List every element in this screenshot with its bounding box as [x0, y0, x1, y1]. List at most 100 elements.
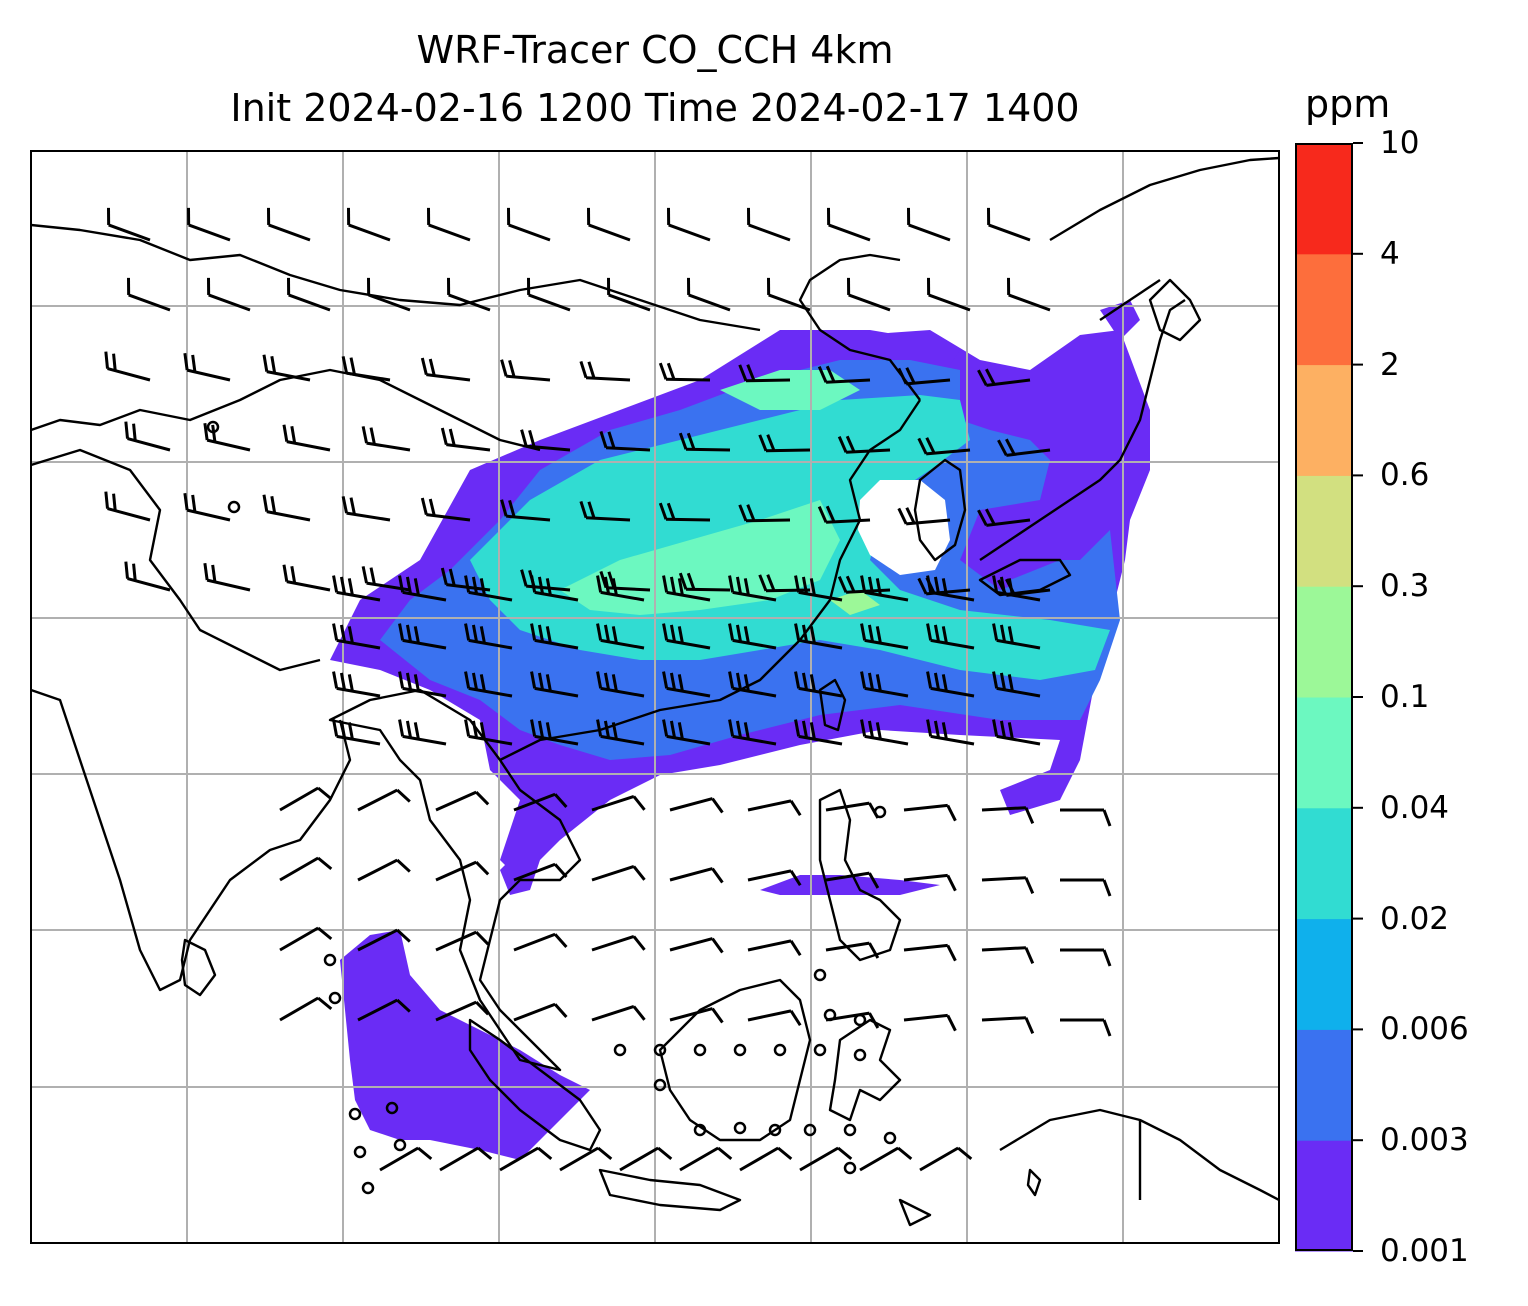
- wind-barb-flag: [992, 575, 999, 593]
- wind-barb-flag: [933, 672, 941, 691]
- wind-barb-staff: [903, 1013, 948, 1022]
- wind-barb-flag: [405, 672, 413, 691]
- wind-barb-flag: [1102, 1019, 1112, 1037]
- wind-barb-flag: [413, 578, 420, 596]
- calm-wind-marker: [653, 1043, 667, 1057]
- wind-barb-flag: [464, 719, 471, 737]
- wind-barb-flag: [347, 722, 354, 740]
- wind-barb-flag: [809, 578, 816, 596]
- plot-title-line-1: WRF-Tracer CO_CCH 4km: [416, 28, 894, 72]
- wind-barb: [366, 277, 411, 312]
- wind-barb-flag: [270, 496, 277, 514]
- wind-barb-flag: [520, 569, 528, 587]
- wind-barb-flag: [837, 1146, 853, 1161]
- coastline-segment: [31, 368, 541, 452]
- calm-wind-marker: [733, 1043, 747, 1057]
- calm-wind-marker: [323, 953, 337, 967]
- wind-barb: [678, 572, 731, 592]
- wind-barb-flag: [860, 671, 867, 689]
- wind-barb-flag: [203, 422, 209, 441]
- colorbar-tick-label: 0.1: [1380, 679, 1430, 715]
- coastline-segment: [818, 788, 902, 962]
- wind-barb-flag: [728, 719, 735, 737]
- wind-barb: [1060, 808, 1112, 827]
- coastline-segment: [328, 688, 582, 1072]
- wind-barb-flag: [677, 626, 684, 644]
- wind-barb: [332, 575, 381, 602]
- wind-barb-flag: [396, 928, 411, 943]
- wind-barb-flag: [926, 719, 933, 737]
- wind-barb: [596, 671, 645, 698]
- wind-barb-flag: [537, 720, 545, 739]
- wind-barb: [606, 277, 651, 312]
- wind-barb-flag: [132, 563, 137, 581]
- wind-barb-flag: [868, 872, 880, 889]
- wind-barb-flag: [789, 940, 802, 957]
- coastlines: [31, 156, 1279, 1227]
- wind-barb: [860, 623, 909, 650]
- calm-wind-marker: [693, 1123, 707, 1137]
- wind-barb-flag: [611, 578, 618, 596]
- wind-barb-flag: [677, 578, 684, 596]
- wind-barb: [104, 491, 151, 522]
- wind-barb-staff: [508, 223, 551, 242]
- wind-barb: [919, 1146, 973, 1172]
- wind-barb: [464, 623, 513, 650]
- wind-barb-flag: [868, 942, 880, 959]
- wind-barb-flag: [537, 624, 545, 643]
- wind-barb: [906, 207, 951, 242]
- wind-barb-flag: [669, 624, 677, 643]
- wind-barb-flag: [420, 357, 428, 375]
- wind-barb-flag: [941, 626, 948, 644]
- wind-barb-flag: [632, 935, 646, 951]
- wind-barb-flag: [530, 623, 537, 641]
- wind-barb-staff: [448, 293, 491, 312]
- wind-barb-staff: [848, 293, 891, 312]
- wind-barb-flag: [735, 624, 743, 643]
- wind-barb-flag: [471, 624, 479, 643]
- wind-barb-flag: [347, 626, 354, 644]
- wind-barb-flag: [332, 719, 339, 737]
- wind-barb-flag: [479, 626, 486, 644]
- wind-barb-flag: [440, 427, 448, 445]
- wind-barb-staff: [368, 293, 411, 312]
- wind-barb-flag: [711, 1007, 724, 1024]
- wind-barb-flag: [933, 576, 941, 595]
- wind-barb: [728, 575, 777, 602]
- wind-barb: [903, 943, 957, 962]
- wind-barb-flag: [596, 719, 603, 737]
- wind-barb-flag: [183, 492, 189, 511]
- wind-barb: [794, 575, 843, 602]
- wind-barb-flag: [530, 671, 537, 689]
- wind-barb-flag: [801, 576, 809, 595]
- wind-barb-flag: [735, 576, 743, 595]
- wind-barb-staff: [188, 223, 231, 242]
- calm-wind-marker: [773, 1043, 787, 1057]
- wind-barb-flag: [925, 437, 936, 454]
- wind-barb-flag: [341, 356, 349, 374]
- wind-barb-flag: [926, 575, 933, 593]
- wind-barb-flag: [553, 933, 568, 949]
- wind-barb-flag: [349, 357, 356, 375]
- wind-barb-flag: [553, 863, 568, 879]
- wind-barb: [747, 869, 802, 887]
- wind-barb-staff: [981, 1016, 1027, 1022]
- wind-barb-flag: [361, 426, 369, 444]
- wind-barb-staff: [669, 867, 713, 882]
- coastline-segment: [818, 678, 847, 732]
- wind-barb-staff: [591, 794, 635, 812]
- calm-wind-marker: [385, 1101, 399, 1115]
- wind-barb-flag: [801, 720, 809, 739]
- wind-barb-flag: [666, 362, 676, 380]
- wind-barb-staff: [981, 946, 1027, 952]
- wind-barb-flag: [917, 437, 928, 455]
- wind-barb: [917, 437, 971, 456]
- wind-barb: [747, 939, 802, 957]
- colorbar-tick-label: 10: [1380, 125, 1420, 161]
- wind-barb-flag: [545, 578, 552, 596]
- wind-barb-staff: [747, 1009, 792, 1022]
- coastline-segment: [1026, 1168, 1042, 1197]
- colorbar-tick-label: 2: [1380, 346, 1400, 383]
- wind-barb: [203, 562, 251, 592]
- wind-barb-flag: [398, 719, 405, 737]
